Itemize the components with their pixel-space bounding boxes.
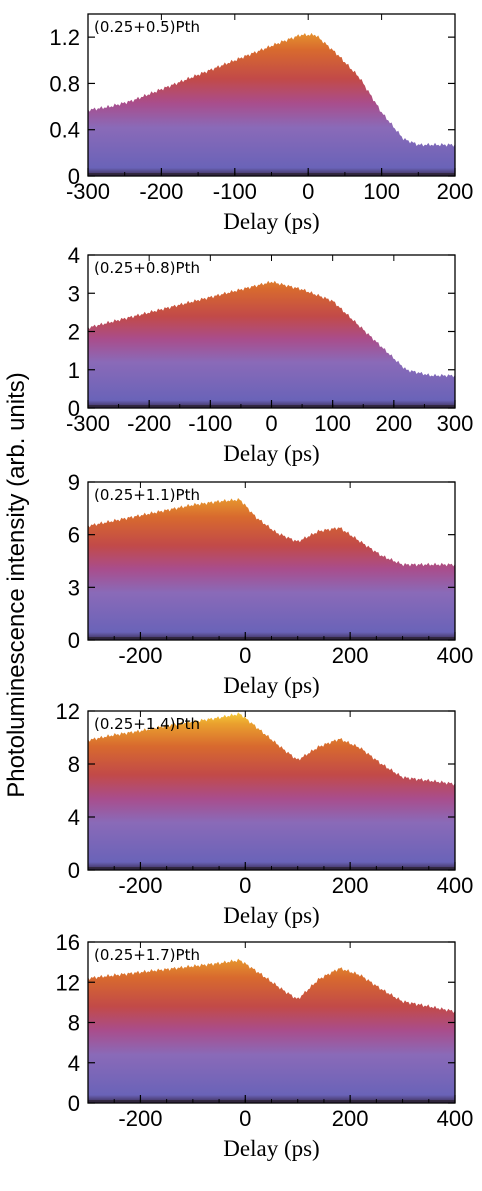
y-tick-label: 4 bbox=[68, 1051, 80, 1076]
y-tick-label: 9 bbox=[68, 470, 80, 495]
y-tick-label: 3 bbox=[68, 575, 80, 600]
panel-label: (0.25+0.8)Pth bbox=[94, 259, 200, 277]
y-tick-label: 0 bbox=[68, 858, 80, 883]
x-tick-label: 200 bbox=[332, 643, 369, 668]
y-tick-label: 0.4 bbox=[49, 118, 80, 143]
x-tick-label: 0 bbox=[239, 1106, 251, 1131]
x-tick-label: -200 bbox=[118, 873, 162, 898]
x-axis-title: Delay (ps) bbox=[223, 903, 319, 928]
panel-label: (0.25+1.4)Pth bbox=[94, 715, 200, 733]
x-tick-label: -100 bbox=[213, 179, 257, 204]
x-tick-label: 200 bbox=[332, 873, 369, 898]
chart-panel: -300 -200 -100 0 100 200 0 0.4 0.8 1.2 (0.25+0.5)P… bbox=[49, 13, 474, 234]
y-tick-label: 12 bbox=[56, 699, 80, 724]
x-tick-label: -200 bbox=[118, 1106, 162, 1131]
x-tick-label: 0 bbox=[265, 411, 277, 436]
y-tick-label: 12 bbox=[56, 970, 80, 995]
x-tick-label: -200 bbox=[118, 643, 162, 668]
x-tick-label: 400 bbox=[437, 643, 474, 668]
x-axis-title: Delay (ps) bbox=[223, 209, 319, 234]
y-tick-label: 0.8 bbox=[49, 71, 80, 96]
intensity-area bbox=[88, 32, 455, 176]
chart-panel: -300 -200 -100 0 100 200 300 0 1 2 3 4 (0.25+0.8)Pth… bbox=[66, 243, 473, 466]
x-axis-title: Delay (ps) bbox=[223, 673, 319, 698]
panel-label: (0.25+0.5)Pth bbox=[94, 18, 200, 36]
x-tick-label: 400 bbox=[437, 873, 474, 898]
y-axis-title: Photoluminescence intensity (arb. units) bbox=[3, 372, 30, 798]
y-tick-label: 0 bbox=[68, 164, 80, 189]
x-tick-label: 0 bbox=[239, 643, 251, 668]
intensity-area bbox=[88, 712, 455, 870]
chart-panel: -200 0 200 400 0 4 8 12 (0.25+1.4)Pth Delay (ps) bbox=[56, 699, 474, 928]
panel-label: (0.25+1.1)Pth bbox=[94, 486, 200, 504]
intensity-area bbox=[88, 958, 455, 1103]
y-tick-label: 8 bbox=[68, 1011, 80, 1036]
x-tick-label: 200 bbox=[332, 1106, 369, 1131]
intensity-area bbox=[88, 498, 455, 640]
y-tick-label: 1.2 bbox=[49, 25, 80, 50]
y-tick-label: 16 bbox=[56, 930, 80, 955]
x-tick-label: -300 bbox=[66, 179, 110, 204]
x-tick-label: 400 bbox=[437, 1106, 474, 1131]
y-tick-label: 8 bbox=[68, 752, 80, 777]
y-tick-label: 0 bbox=[68, 396, 80, 421]
y-tick-label: 6 bbox=[68, 523, 80, 548]
y-tick-label: 1 bbox=[68, 358, 80, 383]
x-tick-label: 200 bbox=[437, 179, 474, 204]
y-tick-label: 2 bbox=[68, 320, 80, 345]
x-axis-title: Delay (ps) bbox=[223, 1136, 319, 1161]
y-tick-label: 4 bbox=[68, 243, 80, 268]
x-tick-label: -100 bbox=[188, 411, 232, 436]
x-tick-label: 0 bbox=[239, 873, 251, 898]
x-tick-label: -200 bbox=[139, 179, 183, 204]
x-tick-label: 100 bbox=[363, 179, 400, 204]
y-tick-label: 4 bbox=[68, 805, 80, 830]
x-tick-label: 200 bbox=[375, 411, 412, 436]
y-tick-label: 0 bbox=[68, 628, 80, 653]
panel-label: (0.25+1.7)Pth bbox=[94, 946, 200, 964]
y-tick-label: 0 bbox=[68, 1091, 80, 1116]
x-axis-title: Delay (ps) bbox=[223, 441, 319, 466]
x-tick-label: 300 bbox=[437, 411, 474, 436]
y-tick-label: 3 bbox=[68, 281, 80, 306]
chart-panel: -200 0 200 400 0 3 6 9 (0.25+1.1)Pth Delay (ps) bbox=[68, 470, 474, 698]
x-tick-label: 100 bbox=[314, 411, 351, 436]
chart-panel: -200 0 200 400 0 4 8 12 16 (0.25+1.7)Pth Delay (ps… bbox=[56, 930, 474, 1161]
x-tick-label: -200 bbox=[127, 411, 171, 436]
intensity-area bbox=[88, 280, 455, 408]
x-tick-label: 0 bbox=[302, 179, 314, 204]
x-tick-label: -300 bbox=[66, 411, 110, 436]
